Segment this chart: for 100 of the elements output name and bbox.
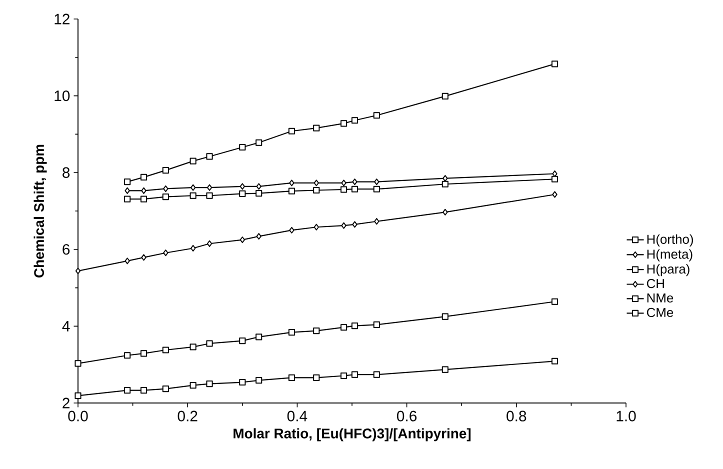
point <box>124 258 130 264</box>
point <box>74 392 82 399</box>
point <box>162 386 169 392</box>
point <box>190 244 196 252</box>
y-tick-label: 12 <box>54 14 70 24</box>
point <box>239 144 246 151</box>
point <box>256 190 262 197</box>
y-axis-title: Chemical Shift, ppm <box>34 144 47 278</box>
point <box>340 186 348 193</box>
x-axis-title: Molar Ratio, [Eu(HFC)3]/[Antipyrine] <box>234 428 471 442</box>
point <box>341 222 346 229</box>
x-tick-label: 0.6 <box>396 410 417 422</box>
point <box>442 175 448 182</box>
point <box>124 187 130 194</box>
point <box>288 329 296 336</box>
point <box>190 184 196 191</box>
y-tick-label: 4 <box>62 321 70 332</box>
point <box>352 178 358 186</box>
point <box>75 268 81 274</box>
point <box>163 250 168 256</box>
point <box>206 184 212 191</box>
point <box>313 124 320 132</box>
point <box>351 186 358 192</box>
point <box>314 224 319 230</box>
point <box>288 374 296 381</box>
legend-label: H(para) <box>647 264 690 276</box>
point <box>124 387 131 394</box>
point <box>551 176 558 182</box>
point <box>190 382 196 389</box>
x-tick-label: 0.4 <box>287 410 308 422</box>
point <box>313 374 320 381</box>
point <box>552 191 558 198</box>
point <box>141 187 146 194</box>
point <box>256 139 262 146</box>
point <box>240 236 245 244</box>
point <box>442 366 448 373</box>
x-tick-label: 1.0 <box>616 410 636 422</box>
point <box>373 112 380 119</box>
point <box>190 344 196 350</box>
point <box>351 322 358 330</box>
point <box>374 178 380 186</box>
point <box>141 254 146 261</box>
point <box>313 328 320 334</box>
point <box>206 153 213 160</box>
point <box>162 194 169 200</box>
legend-label: CH <box>646 278 664 288</box>
point <box>206 340 213 347</box>
point <box>206 192 213 199</box>
point <box>124 352 131 359</box>
point <box>124 196 131 202</box>
point <box>340 372 348 380</box>
point <box>140 174 148 180</box>
point <box>373 371 380 378</box>
point <box>289 180 294 186</box>
x-tick-label: 0.8 <box>506 410 526 422</box>
point <box>288 128 296 134</box>
legend-label: H(ortho) <box>647 234 693 246</box>
point <box>313 186 320 194</box>
point <box>190 158 196 164</box>
y-tick-label: 10 <box>54 90 70 102</box>
point <box>442 92 448 100</box>
point <box>239 338 246 344</box>
point <box>551 298 558 305</box>
point <box>239 190 246 198</box>
legend-label: NMe <box>647 294 674 303</box>
point <box>551 358 558 364</box>
point <box>289 226 294 234</box>
point <box>240 183 245 190</box>
legend-label: CMe <box>646 308 674 318</box>
point <box>341 180 346 186</box>
point <box>239 378 246 386</box>
point <box>140 350 148 357</box>
y-tick-label: 8 <box>62 167 70 178</box>
point <box>442 208 448 216</box>
point <box>140 196 148 202</box>
point <box>206 240 212 247</box>
point <box>163 185 168 192</box>
x-tick-label: 0.0 <box>68 410 88 422</box>
point <box>551 60 558 68</box>
point <box>256 334 262 340</box>
point <box>256 183 262 190</box>
x-tick-label: 0.2 <box>178 410 198 422</box>
point <box>352 221 358 228</box>
point <box>140 387 148 394</box>
point <box>288 188 296 194</box>
point <box>351 371 358 378</box>
point <box>340 324 348 331</box>
point <box>374 218 380 225</box>
legend-label: H(meta) <box>647 249 692 262</box>
point <box>314 180 319 186</box>
y-tick-label: 6 <box>62 244 70 255</box>
point <box>124 178 131 186</box>
point <box>162 167 169 174</box>
point <box>442 180 448 188</box>
point <box>256 377 262 384</box>
point <box>373 321 380 328</box>
point <box>190 192 196 199</box>
point <box>256 233 262 240</box>
point <box>340 120 348 127</box>
point <box>373 186 380 192</box>
